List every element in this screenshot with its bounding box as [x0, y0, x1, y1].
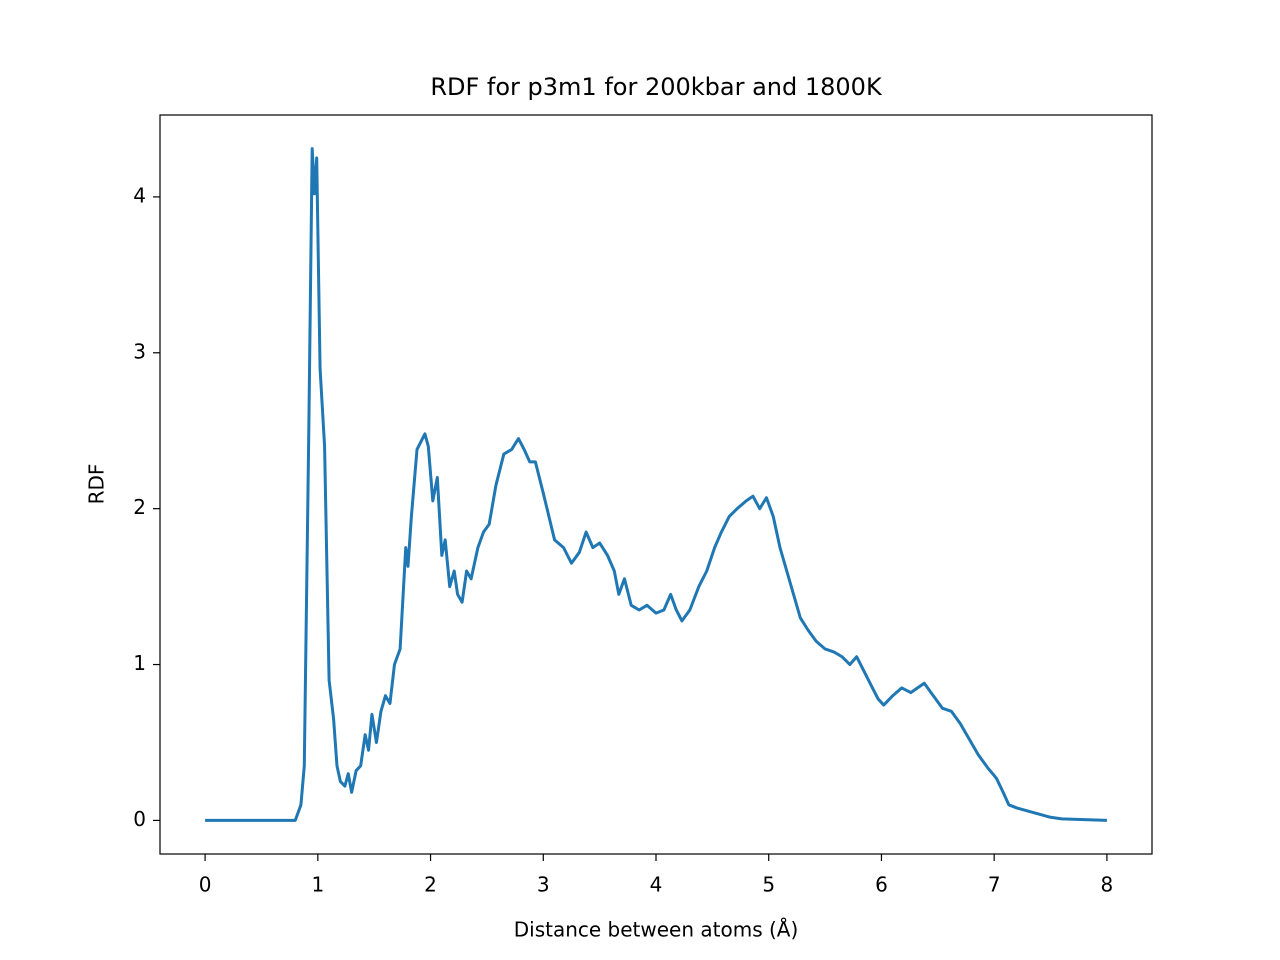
- plot-frame: [159, 114, 1153, 855]
- x-tick-label: 2: [424, 873, 437, 897]
- x-tick-label: 3: [537, 873, 550, 897]
- y-tick-label: 1: [133, 651, 146, 675]
- x-tick-label: 4: [650, 873, 663, 897]
- y-tick-label: 4: [133, 183, 146, 207]
- y-tick-label: 2: [133, 495, 146, 519]
- x-tick-label: 1: [311, 873, 324, 897]
- x-tick-label: 5: [762, 873, 775, 897]
- chart-title: RDF for p3m1 for 200kbar and 1800K: [430, 73, 883, 101]
- x-tick-label: 7: [988, 873, 1001, 897]
- x-tick-label: 0: [199, 873, 212, 897]
- x-tick-label: 6: [875, 873, 888, 897]
- x-axis-label: Distance between atoms (Å): [514, 918, 799, 942]
- data-line: [205, 147, 1107, 822]
- y-axis-label: RDF: [85, 464, 109, 505]
- y-tick-label: 3: [133, 339, 146, 363]
- y-tick-label: 0: [133, 807, 146, 831]
- x-tick-label: 8: [1101, 873, 1114, 897]
